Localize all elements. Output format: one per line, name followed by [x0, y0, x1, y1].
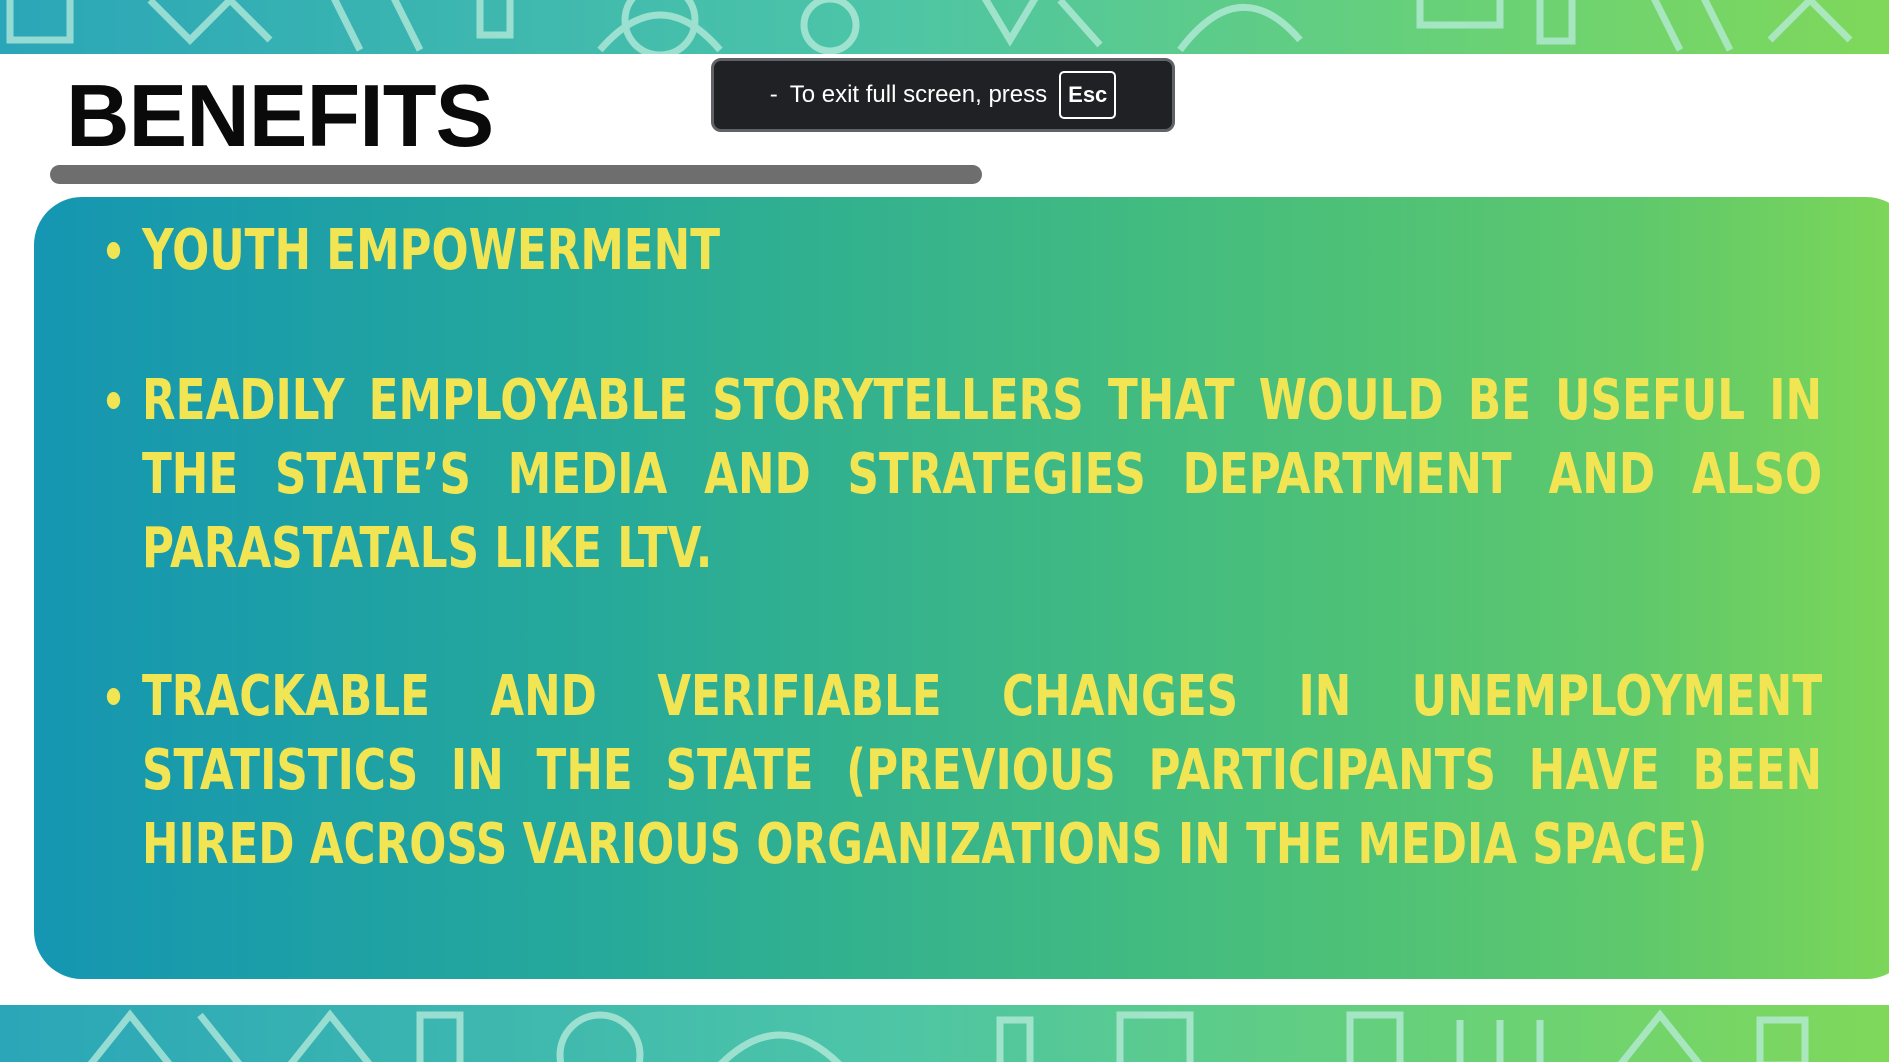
bullet-item: TRACKABLE AND VERIFIABLE CHANGES IN UNEM… [106, 660, 1823, 882]
decorative-pattern-band-top [0, 0, 1889, 54]
bullet-marker-icon [106, 392, 121, 409]
bullet-marker-icon [106, 688, 121, 705]
bullet-item: READILY EMPLOYABLE STORYTELLERS THAT WOU… [106, 364, 1823, 586]
esc-key-badge: Esc [1059, 71, 1117, 119]
title-underline-bar [50, 165, 982, 184]
bullet-item: YOUTH EMPOWERMENT [106, 214, 1822, 288]
notice-dash: - [769, 81, 778, 108]
notice-text: To exit full screen, press [789, 81, 1048, 108]
content-panel [34, 197, 1889, 979]
bullet-text: YOUTH EMPOWERMENT [142, 218, 720, 283]
tribal-pattern-top [6, 0, 1853, 54]
slide-title: BENEFITS [66, 66, 494, 165]
fullscreen-exit-notice: - To exit full screen, press Esc [711, 58, 1175, 132]
tribal-pattern-bottom [87, 1009, 1809, 1062]
bullet-text: READILY EMPLOYABLE STORYTELLERS THAT WOU… [142, 368, 1823, 581]
bullet-marker-icon [106, 242, 121, 259]
decorative-pattern-band-bottom [0, 1005, 1889, 1062]
bullet-text: TRACKABLE AND VERIFIABLE CHANGES IN UNEM… [142, 664, 1823, 877]
